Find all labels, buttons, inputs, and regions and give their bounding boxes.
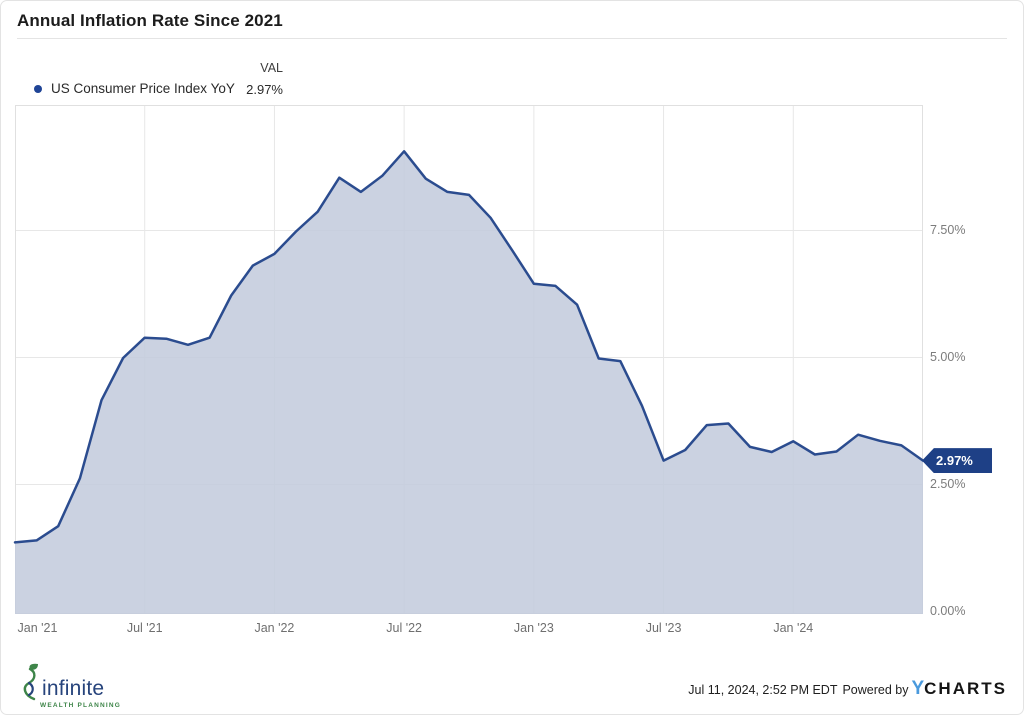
last-value-badge: 2.97% bbox=[922, 448, 992, 474]
logo-wordmark: infinite bbox=[42, 677, 105, 700]
legend-value-column-header: VAL bbox=[260, 61, 283, 75]
logo-tagline: WEALTH PLANNING bbox=[40, 702, 122, 709]
x-axis-tick-label: Jan '24 bbox=[773, 621, 814, 635]
x-axis-tick-label: Jan '21 bbox=[17, 621, 58, 635]
legend-series-value: 2.97% bbox=[246, 82, 283, 97]
y-axis-tick-label: 0.00% bbox=[930, 603, 966, 618]
y-axis-tick-label: 7.50% bbox=[930, 222, 966, 237]
page-title: Annual Inflation Rate Since 2021 bbox=[17, 11, 283, 30]
timestamp: Jul 11, 2024, 2:52 PM EDT bbox=[688, 683, 838, 697]
x-axis-tick-label: Jan '22 bbox=[254, 621, 295, 635]
x-axis-tick-label: Jul '22 bbox=[386, 621, 423, 635]
ycharts-logo-text: CHARTS bbox=[924, 679, 1007, 698]
x-axis-tick-label: Jan '23 bbox=[513, 621, 554, 635]
y-axis-tick-label: 2.50% bbox=[930, 476, 966, 491]
y-axis-tick-label: 5.00% bbox=[930, 349, 966, 364]
powered-by-label: Powered by bbox=[842, 683, 909, 697]
legend-series-label: US Consumer Price Index YoY bbox=[51, 81, 235, 96]
title-divider bbox=[17, 38, 1007, 39]
ycharts-logo-y: Y bbox=[911, 678, 925, 699]
infinite-wealth-planning-logo: infinite WEALTH PLANNING bbox=[19, 663, 121, 709]
x-axis-tick-label: Jul '23 bbox=[645, 621, 682, 635]
legend-series-dot-icon bbox=[34, 85, 42, 93]
x-axis-tick-label: Jul '21 bbox=[126, 621, 163, 635]
logo-vine-leaf-icon bbox=[23, 663, 38, 701]
chart-attribution: Jul 11, 2024, 2:52 PM EDT Powered by Y C… bbox=[688, 678, 1007, 700]
